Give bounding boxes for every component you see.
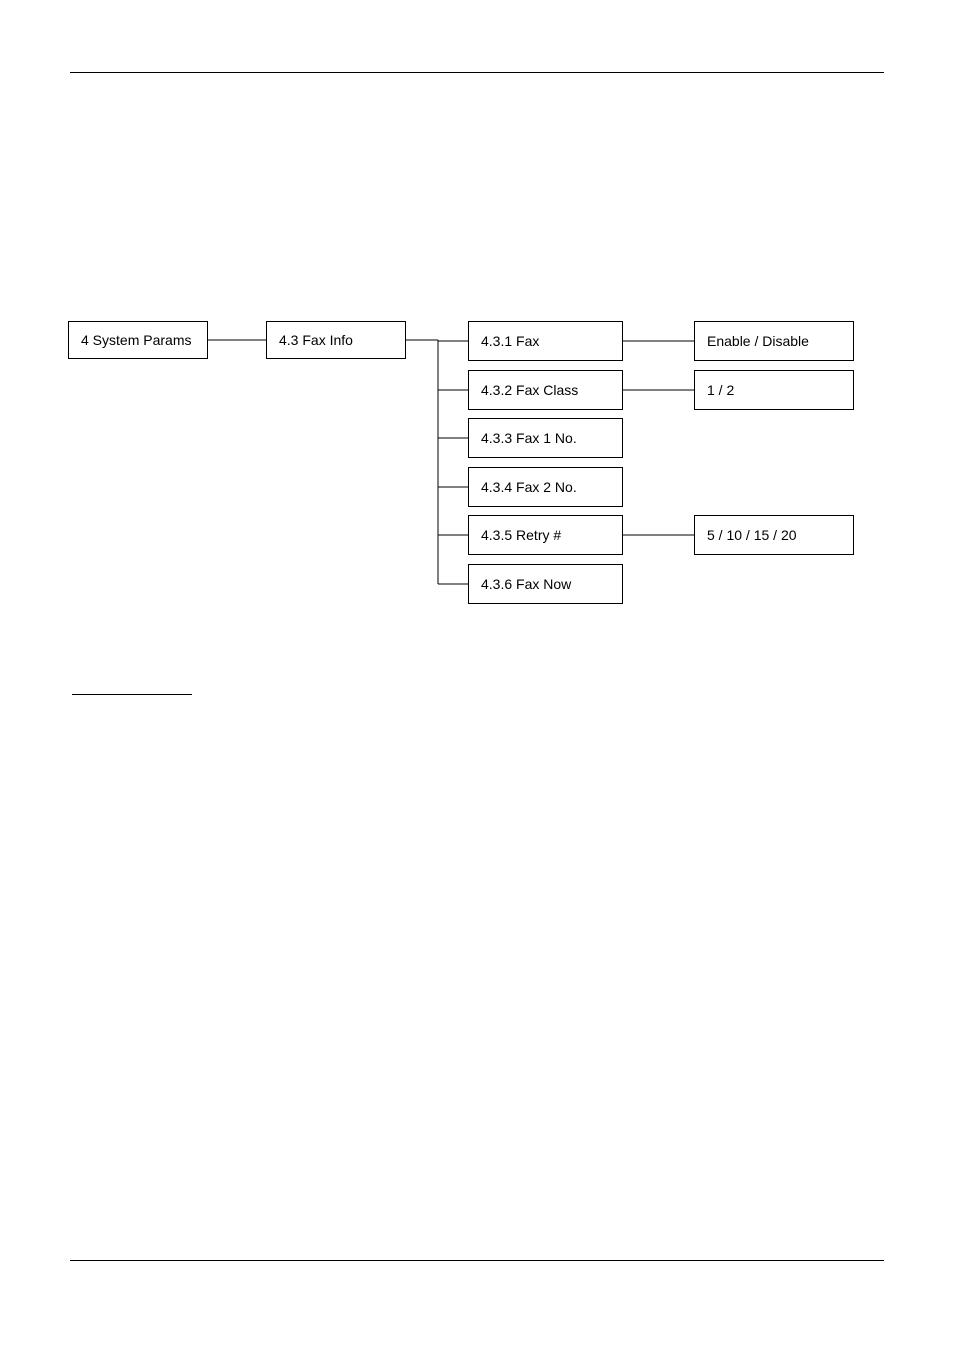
connectors xyxy=(0,0,954,1369)
node-fax-class: 4.3.2 Fax Class xyxy=(468,370,623,410)
node-fax1-no: 4.3.3 Fax 1 No. xyxy=(468,418,623,458)
node-fax: 4.3.1 Fax xyxy=(468,321,623,361)
node-retry-options: 5 / 10 / 15 / 20 xyxy=(694,515,854,555)
node-fax2-no: 4.3.4 Fax 2 No. xyxy=(468,467,623,507)
node-fax-info: 4.3 Fax Info xyxy=(266,321,406,359)
node-label: 5 / 10 / 15 / 20 xyxy=(707,527,797,543)
node-fax-now: 4.3.6 Fax Now xyxy=(468,564,623,604)
page: 4 System Params 4.3 Fax Info 4.3.1 Fax 4… xyxy=(0,0,954,1369)
node-retry: 4.3.5 Retry # xyxy=(468,515,623,555)
node-label: 1 / 2 xyxy=(707,382,734,398)
node-enable-disable: Enable / Disable xyxy=(694,321,854,361)
node-label: Enable / Disable xyxy=(707,333,809,349)
divider-top xyxy=(70,72,884,73)
node-label: 4.3.6 Fax Now xyxy=(481,576,571,592)
node-label: 4.3.2 Fax Class xyxy=(481,382,578,398)
node-system-params: 4 System Params xyxy=(68,321,208,359)
divider-bottom xyxy=(70,1260,884,1261)
node-label: 4.3.4 Fax 2 No. xyxy=(481,479,577,495)
underline-accent xyxy=(72,694,192,695)
node-label: 4.3.3 Fax 1 No. xyxy=(481,430,577,446)
node-label: 4.3.1 Fax xyxy=(481,333,539,349)
node-fax-class-options: 1 / 2 xyxy=(694,370,854,410)
node-label: 4.3 Fax Info xyxy=(279,332,353,348)
node-label: 4 System Params xyxy=(81,332,191,348)
node-label: 4.3.5 Retry # xyxy=(481,527,561,543)
